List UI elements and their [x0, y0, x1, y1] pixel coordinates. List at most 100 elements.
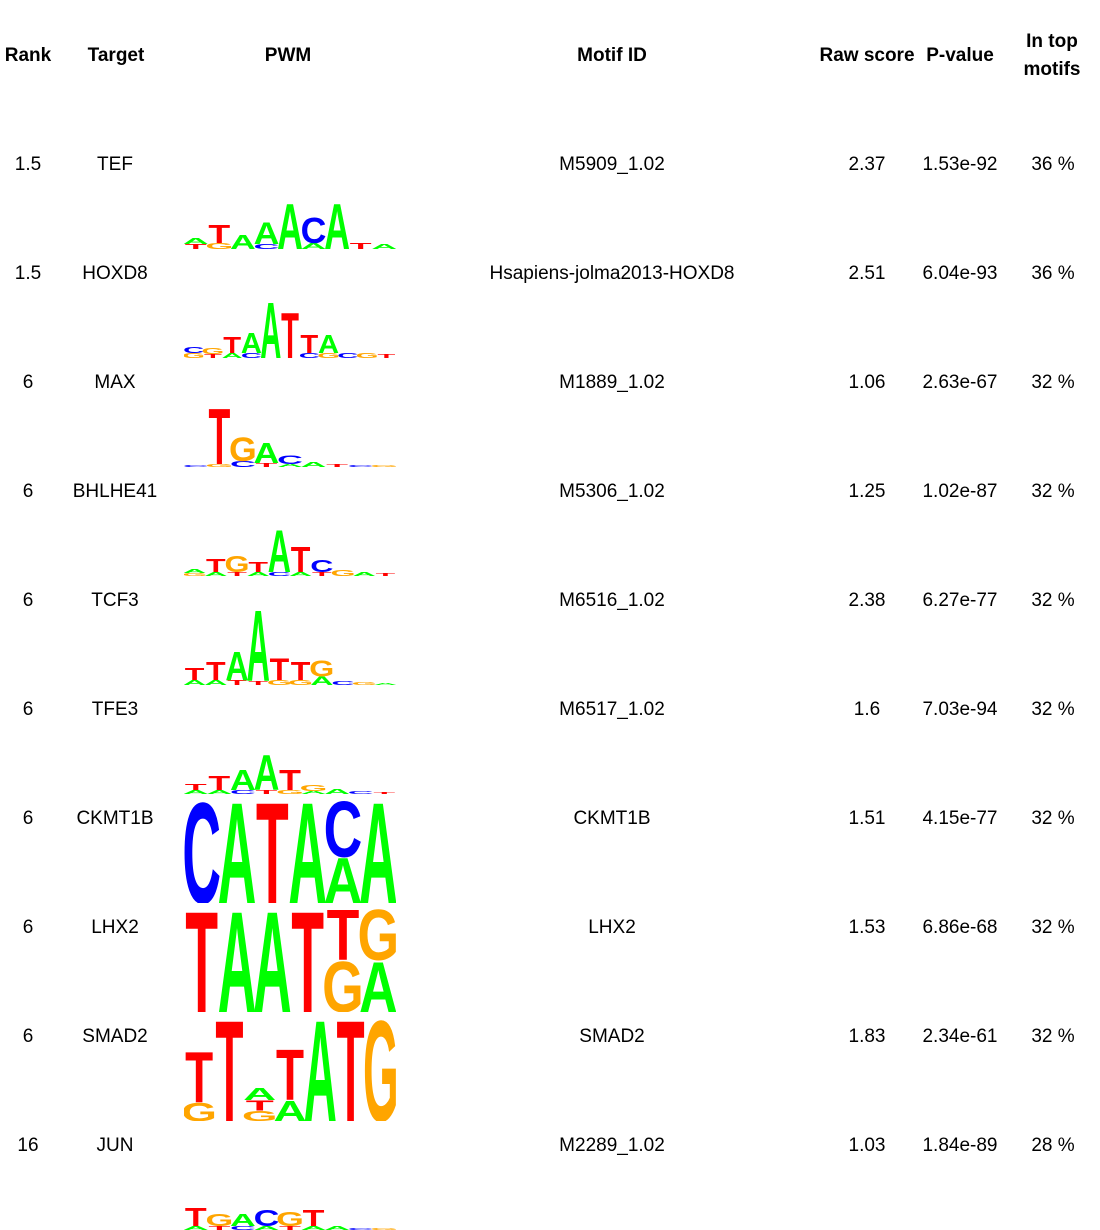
logo-letter-A: A	[301, 461, 327, 467]
header-target: Target	[87, 45, 145, 66]
target-cell: JUN	[96, 1135, 134, 1156]
logo-letter-C: C	[230, 789, 256, 794]
logo-letter-A: A	[243, 1085, 276, 1104]
logo-letter-A: A	[371, 243, 396, 249]
logo-letter-A: A	[222, 352, 243, 358]
logo-letter-G: G	[352, 681, 377, 685]
in-top-cell: 32 %	[1031, 1026, 1075, 1047]
motif-id-cell: SMAD2	[579, 1026, 645, 1047]
logo-letter-A: A	[218, 906, 257, 1012]
p-value-cell: 1.84e-89	[922, 1135, 998, 1156]
logo-letter-G: G	[358, 906, 396, 976]
logo-letter-T: T	[185, 1037, 213, 1118]
logo-letter-T: T	[223, 332, 241, 358]
target-cell: HOXD8	[82, 263, 148, 284]
motif-id-cell: M6516_1.02	[559, 590, 665, 611]
p-value-cell: 7.03e-94	[922, 699, 998, 720]
in-top-cell: 32 %	[1031, 481, 1075, 502]
motif-id-cell: CKMT1B	[573, 808, 651, 829]
logo-letter-G: G	[225, 551, 250, 576]
logo-letter-T: T	[204, 353, 222, 358]
logo-letter-T: T	[185, 782, 207, 792]
raw-score-cell: 2.37	[848, 154, 886, 175]
header-motif-id: Motif ID	[577, 45, 647, 66]
logo-letter-G: G	[276, 1208, 304, 1230]
logo-letter-C: C	[184, 345, 204, 355]
logo-letter-T: T	[373, 791, 396, 794]
motif-id-cell: Hsapiens-jolma2013-HOXD8	[489, 263, 735, 284]
logo-letter-T: T	[256, 462, 278, 467]
logo-letter-G: G	[363, 1015, 396, 1121]
header-rank: Rank	[4, 45, 52, 66]
logo-letter-G: G	[184, 1097, 217, 1121]
raw-score-cell: 1.51	[848, 808, 886, 829]
logo-letter-A: A	[230, 1210, 256, 1229]
logo-letter-A: A	[184, 236, 209, 246]
logo-letter-C: C	[348, 790, 374, 794]
in-top-cell: 32 %	[1031, 699, 1075, 720]
raw-score-cell: 1.83	[848, 1026, 886, 1047]
logo-letter-A: A	[353, 571, 377, 576]
logo-letter-A: A	[273, 1095, 306, 1121]
logo-letter-G: G	[184, 572, 207, 576]
logo-letter-T: T	[206, 658, 226, 685]
logo-letter-T: T	[208, 772, 230, 794]
logo-letter-A: A	[359, 947, 396, 1012]
logo-letter-G: G	[202, 346, 225, 356]
logo-letter-T: T	[281, 299, 299, 358]
p-value-cell: 2.63e-67	[922, 372, 998, 393]
logo-letter-T: T	[300, 329, 318, 358]
logo-letter-A: A	[324, 192, 350, 249]
motif-id-cell: M5306_1.02	[559, 481, 665, 502]
logo-letter-T: T	[246, 1098, 274, 1114]
logo-letter-T: T	[377, 353, 395, 358]
logo-letter-G: G	[229, 430, 257, 467]
rank-cell: 16	[17, 1135, 39, 1156]
logo-letter-A: A	[268, 518, 291, 576]
p-value-cell: 6.86e-68	[922, 917, 998, 938]
raw-score-cell: 2.38	[848, 590, 886, 611]
logo-letter-G: G	[322, 947, 364, 1012]
logo-letter-C: C	[331, 680, 355, 685]
logo-letter-T: T	[326, 463, 348, 467]
logo-letter-C: C	[268, 571, 292, 576]
in-top-cell: 32 %	[1031, 917, 1075, 938]
logo-letter-G: G	[370, 464, 396, 467]
rank-cell: 6	[22, 590, 34, 611]
logo-letter-C: C	[348, 464, 374, 467]
logo-letter-T: T	[206, 555, 226, 576]
logo-letter-A: A	[254, 437, 280, 467]
logo-letter-T: T	[185, 1203, 207, 1230]
rank-cell: 1.5	[14, 154, 42, 175]
logo-letter-T: T	[291, 658, 311, 685]
target-cell: TCF3	[91, 590, 139, 611]
raw-score-cell: 2.51	[848, 263, 886, 284]
logo-letter-G: G	[300, 783, 328, 793]
logo-letter-A: A	[324, 844, 363, 903]
target-cell: SMAD2	[82, 1026, 148, 1047]
p-value-cell: 1.02e-87	[922, 481, 998, 502]
logo-letter-A: A	[253, 906, 292, 1012]
logo-letter-T: T	[337, 1015, 365, 1121]
logo-letter-T: T	[185, 665, 205, 684]
motif-id-cell: M1889_1.02	[559, 372, 665, 393]
in-top-cell: 36 %	[1031, 154, 1075, 175]
target-cell: TFE3	[91, 699, 139, 720]
logo-letter-A: A	[230, 764, 256, 794]
logo-letter-T: T	[248, 680, 268, 685]
logo-letter-T: T	[256, 789, 278, 794]
motif-id-cell: LHX2	[588, 917, 636, 938]
logo-letter-A: A	[260, 286, 281, 358]
